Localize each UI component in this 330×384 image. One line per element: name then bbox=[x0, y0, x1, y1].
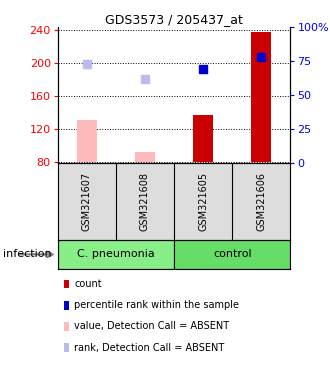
Point bbox=[259, 54, 264, 60]
Text: GSM321605: GSM321605 bbox=[198, 172, 208, 231]
Text: count: count bbox=[74, 279, 102, 289]
Title: GDS3573 / 205437_at: GDS3573 / 205437_at bbox=[105, 13, 243, 26]
Text: rank, Detection Call = ABSENT: rank, Detection Call = ABSENT bbox=[74, 343, 225, 353]
Text: C. pneumonia: C. pneumonia bbox=[77, 249, 155, 260]
Bar bbox=[77, 121, 97, 162]
Bar bbox=[58, 240, 174, 269]
Bar bbox=[135, 152, 155, 162]
Point bbox=[142, 76, 148, 83]
Text: GSM321606: GSM321606 bbox=[256, 172, 266, 231]
Text: percentile rank within the sample: percentile rank within the sample bbox=[74, 300, 239, 310]
Point bbox=[201, 66, 206, 72]
Bar bbox=[251, 32, 272, 162]
Text: value, Detection Call = ABSENT: value, Detection Call = ABSENT bbox=[74, 321, 229, 331]
Bar bbox=[174, 240, 290, 269]
Point bbox=[84, 61, 89, 67]
Bar bbox=[193, 115, 213, 162]
Text: GSM321608: GSM321608 bbox=[140, 172, 150, 231]
Text: infection: infection bbox=[3, 249, 52, 260]
Text: control: control bbox=[213, 249, 251, 260]
Text: GSM321607: GSM321607 bbox=[82, 172, 92, 231]
